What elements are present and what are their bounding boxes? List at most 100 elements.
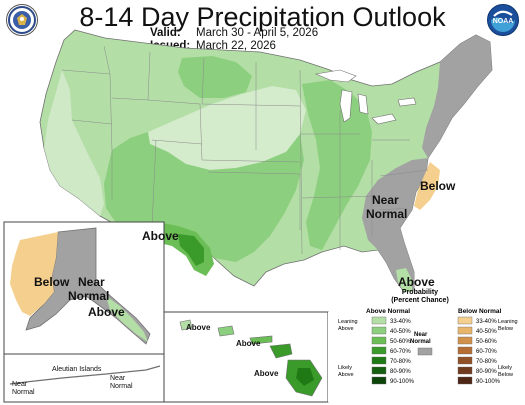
legend-leaning-below-2: Below xyxy=(498,326,513,332)
hawaii-inset xyxy=(163,311,329,403)
legend-near-normal-swatch xyxy=(417,347,433,356)
label-hawaii-above-2: Above xyxy=(236,339,261,348)
legend-leaning-above-2: Above xyxy=(338,326,354,332)
legend-below-swatch-4 xyxy=(457,356,473,365)
legend-above-swatch-1 xyxy=(371,326,387,335)
legend-below-label-0: 33-40% xyxy=(476,319,497,325)
legend-above-header: Above Normal xyxy=(366,308,410,315)
label-hawaii-above-1: Above xyxy=(186,323,211,332)
alaska-below-region xyxy=(10,232,58,316)
legend-below-swatch-2 xyxy=(457,336,473,345)
legend-likely-below-2: Below xyxy=(498,372,513,378)
legend-frame xyxy=(328,312,524,402)
aleutian-islands-chain xyxy=(9,365,161,385)
label-below-carolina: Below xyxy=(420,179,456,193)
date-block: Valid:March 30 - April 5, 2026 Issued:Ma… xyxy=(150,27,318,53)
legend-below-header: Below Normal xyxy=(458,308,502,315)
conus-southeast-near-normal-region xyxy=(362,158,428,292)
valid-label: Valid: xyxy=(150,27,181,39)
commerce-seal-logo xyxy=(6,4,38,36)
legend-above-swatch-3 xyxy=(371,346,387,355)
conus-midwest-above-region xyxy=(302,80,372,250)
conus-west-texas-core-region xyxy=(178,234,204,266)
legend-leaning-below-1: Leaning xyxy=(498,319,518,325)
legend-leaning-above-1: Leaning xyxy=(338,319,358,325)
legend-below-label-2: 50-60% xyxy=(476,339,497,345)
legend-near-normal-1: Near xyxy=(414,332,428,338)
legend-above-label-1: 40-50% xyxy=(390,329,411,335)
legend-above-label-4: 70-80% xyxy=(390,359,411,365)
conus-plains-light-region xyxy=(148,86,306,170)
conus-carolina-below-region xyxy=(414,162,440,210)
great-lakes-water xyxy=(314,69,417,125)
legend-likely-below-1: Likely xyxy=(498,365,512,371)
noaa-logo: NOAA xyxy=(487,4,519,36)
valid-dates: March 30 - April 5, 2026 xyxy=(196,27,319,39)
conus-west-coast-light-region xyxy=(44,70,104,216)
label-above-florida: Above xyxy=(398,275,435,289)
legend-below-swatch-6 xyxy=(457,376,473,385)
label-aleutian-near-left-2: Normal xyxy=(12,389,35,396)
legend-above-label-3: 60-70% xyxy=(390,349,411,355)
label-near-normal-southeast-1: Near xyxy=(372,193,399,207)
label-aleutian-islands: Aleutian Islands xyxy=(52,366,102,373)
conus-northeast-near-normal-region xyxy=(422,35,492,158)
legend-title-line-2: (Percent Chance) xyxy=(391,297,449,304)
legend-below-rows: 33-40% 40-50% 50-60% 60-70% 70-80% 80-90% 90-1… xyxy=(457,316,501,385)
state-boundary-lines xyxy=(61,45,429,255)
label-near-normal-alaska-1: Near xyxy=(78,275,105,289)
legend: Probability (Percent Chance) Above Norma… xyxy=(328,289,524,402)
legend-below-swatch-0 xyxy=(457,316,473,325)
aleutian-inset xyxy=(3,353,165,403)
map-label-group: Above Near Normal Below Above Below Near… xyxy=(34,179,456,319)
kauai-island xyxy=(179,319,193,331)
map-title: 8-14 Day Precipitation Outlook xyxy=(79,2,446,32)
big-island-wet-core xyxy=(296,368,314,386)
legend-above-label-2: 50-60% xyxy=(390,339,411,345)
legend-above-swatch-5 xyxy=(371,366,387,375)
maui-island xyxy=(269,343,293,359)
legend-below-label-3: 60-70% xyxy=(476,349,497,355)
legend-below-label-1: 40-50% xyxy=(476,329,497,335)
label-above-alaska: Above xyxy=(88,305,125,319)
legend-likely-above-1: Likely xyxy=(338,365,352,371)
legend-title-line-1: Probability xyxy=(402,289,438,296)
conus-southwest-above-region xyxy=(104,132,304,262)
legend-above-label-0: 33-40% xyxy=(390,319,411,325)
label-above-southwest: Above xyxy=(142,229,179,243)
legend-likely-above-2: Above xyxy=(338,372,354,378)
legend-below-swatch-5 xyxy=(457,366,473,375)
noaa-logo-text: NOAA xyxy=(493,18,514,25)
legend-above-swatch-2 xyxy=(371,336,387,345)
legend-above-label-6: 90-100% xyxy=(390,379,415,385)
issued-date: March 22, 2026 xyxy=(196,40,276,52)
label-hawaii-above-3: Above xyxy=(254,369,279,378)
label-aleutian-near-left-1: Near xyxy=(12,381,28,388)
label-below-alaska: Below xyxy=(34,275,70,289)
valid-row: Valid: March 30 - April 5, 2026 xyxy=(150,27,318,40)
legend-below-swatch-1 xyxy=(457,326,473,335)
legend-below-label-6: 90-100% xyxy=(476,379,501,385)
label-near-normal-southeast-2: Normal xyxy=(366,207,407,221)
molokai-island xyxy=(249,335,273,345)
aleutian-frame xyxy=(3,353,165,403)
legend-below-label-4: 70-80% xyxy=(476,359,497,365)
legend-below-label-5: 80-90% xyxy=(476,369,497,375)
legend-below-swatch-3 xyxy=(457,346,473,355)
legend-above-swatch-4 xyxy=(371,356,387,365)
conus-florida-above-region xyxy=(396,268,412,292)
label-aleutian-near-right-2: Normal xyxy=(110,383,133,390)
legend-above-swatch-6 xyxy=(371,376,387,385)
label-near-normal-alaska-2: Normal xyxy=(68,289,109,303)
alaska-panhandle-above-region xyxy=(106,296,148,342)
label-aleutian-near-right-1: Near xyxy=(110,375,126,382)
conus-rockies-above-region xyxy=(178,56,252,98)
oahu-island xyxy=(217,325,235,337)
legend-near-normal-2: Normal xyxy=(410,339,431,345)
small-label-group: Aleutian Islands Near Normal Near Normal… xyxy=(12,323,279,396)
legend-above-swatch-0 xyxy=(371,316,387,325)
legend-above-label-5: 80-90% xyxy=(390,369,411,375)
legend-above-rows: 33-40% 40-50% 50-60% 60-70% 70-80% 80-90% 90-1… xyxy=(371,316,415,385)
